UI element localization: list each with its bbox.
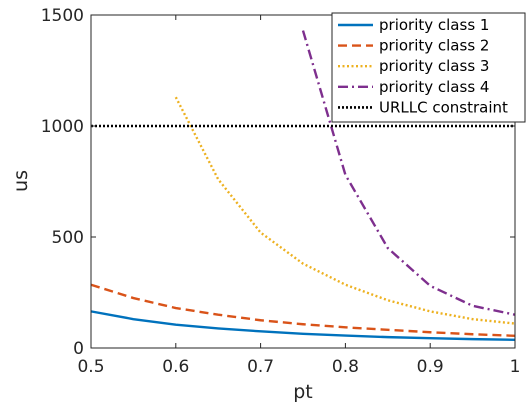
series-layer — [90, 30, 516, 341]
x-axis-label: pt — [293, 381, 313, 403]
y-axis-label: us — [10, 170, 32, 192]
x-tick-label: 0.7 — [247, 357, 274, 377]
series-line-1 — [90, 310, 516, 341]
legend-label: priority class 3 — [379, 57, 489, 75]
y-tick-label: 1000 — [41, 117, 84, 137]
x-tick-label: 0.6 — [162, 357, 189, 377]
legend: priority class 1 priority class 2 priority… — [331, 12, 526, 123]
legend-box — [331, 12, 526, 123]
series-line-4 — [301, 30, 516, 316]
y-tick-label: 1500 — [41, 6, 84, 26]
y-tick-label: 500 — [52, 228, 84, 248]
legend-label: priority class 1 — [379, 16, 489, 34]
axes-layer — [90, 14, 516, 349]
series-line-2 — [90, 283, 516, 337]
x-tick-label: 0.9 — [417, 357, 444, 377]
ticks-layer: 0.5 0.6 0.7 0.8 0.9 1 0 500 1000 1500 — [41, 6, 521, 377]
legend-label: URLLC constraint — [379, 98, 508, 116]
x-tick-label: 0.8 — [332, 357, 359, 377]
x-tick-label: 1 — [510, 357, 521, 377]
legend-label: priority class 2 — [379, 37, 489, 55]
legend-label: priority class 4 — [379, 78, 489, 96]
y-tick-label: 0 — [73, 339, 84, 359]
axes-frame — [90, 14, 516, 349]
x-tick-label: 0.5 — [77, 357, 104, 377]
series-line-3 — [174, 96, 516, 325]
